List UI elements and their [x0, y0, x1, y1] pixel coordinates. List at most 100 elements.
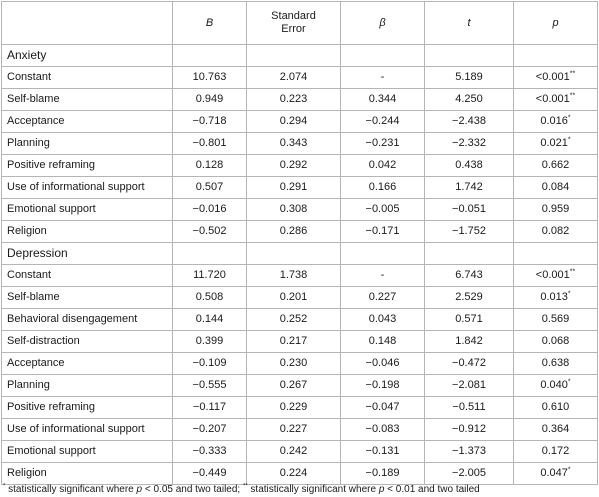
p-value: 0.662: [541, 159, 570, 171]
standard-error-value: 2.074: [246, 66, 341, 89]
b-value: 10.763: [172, 66, 247, 89]
beta-value: 0.344: [340, 88, 425, 111]
section-empty-cell: [172, 242, 247, 265]
beta-value: 0.042: [340, 154, 425, 177]
beta-value: −0.047: [340, 396, 425, 419]
b-value: −0.555: [172, 374, 247, 397]
row-label: Behavioral disengagement: [1, 308, 173, 331]
significance-mark: **: [569, 92, 576, 100]
beta-value: 0.043: [340, 308, 425, 331]
p-value-cell: 0.364: [513, 418, 598, 441]
footnote-p-var-1: p: [136, 484, 143, 495]
t-value: 0.438: [424, 154, 514, 177]
standard-error-value: 0.227: [246, 418, 341, 441]
beta-value: −0.083: [340, 418, 425, 441]
p-value: <0.001: [535, 71, 570, 83]
row-label: Emotional support: [1, 440, 173, 463]
significance-mark: **: [569, 268, 576, 276]
beta-value: −0.189: [340, 462, 425, 485]
table-row: Positive reframing −0.117 0.229 −0.047 −0.51…: [1, 396, 598, 419]
p-value-cell: <0.001**: [513, 264, 598, 287]
table-header: B Standard Error β t p: [1, 1, 598, 45]
b-value: 0.144: [172, 308, 247, 331]
header-row: B Standard Error β t p: [1, 1, 598, 45]
p-value-cell: 0.638: [513, 352, 598, 375]
table-row: Positive reframing 0.128 0.292 0.042 0.438 0.…: [1, 154, 598, 177]
table-row: Religion −0.502 0.286 −0.171 −1.752 0.082: [1, 220, 598, 243]
beta-value: −0.198: [340, 374, 425, 397]
t-value: 0.571: [424, 308, 514, 331]
table-row: Constant 11.720 1.738-6.743 <0.001**: [1, 264, 598, 287]
p-value-cell: 0.569: [513, 308, 598, 331]
t-value: −2.438: [424, 110, 514, 133]
significance-mark: *: [567, 466, 571, 474]
p-value: 0.082: [541, 225, 570, 237]
standard-error-value: 0.217: [246, 330, 341, 353]
row-label: Self-blame: [1, 286, 173, 309]
row-label: Constant: [1, 66, 173, 89]
b-value: 0.128: [172, 154, 247, 177]
p-value-cell: 0.172: [513, 440, 598, 463]
row-label: Planning: [1, 132, 173, 155]
p-value: 0.172: [541, 445, 570, 457]
beta-value: −0.005: [340, 198, 425, 221]
b-value: 0.507: [172, 176, 247, 199]
row-label: Emotional support: [1, 198, 173, 221]
b-value: −0.109: [172, 352, 247, 375]
table-row: Use of informational support −0.207 0.227−…: [1, 418, 598, 441]
section-empty-cell: [172, 44, 247, 67]
significance-mark: *: [567, 114, 571, 122]
b-value: −0.333: [172, 440, 247, 463]
significance-mark: *: [567, 136, 571, 144]
header-standard-error-text: Standard Error: [271, 10, 316, 35]
b-value: 0.949: [172, 88, 247, 111]
standard-error-value: 0.291: [246, 176, 341, 199]
standard-error-value: 0.308: [246, 198, 341, 221]
p-value-cell: 0.013*: [513, 286, 598, 309]
beta-value: −0.131: [340, 440, 425, 463]
standard-error-value: 0.201: [246, 286, 341, 309]
beta-value: 0.148: [340, 330, 425, 353]
p-value-cell: 0.040*: [513, 374, 598, 397]
beta-value: −0.231: [340, 132, 425, 155]
t-value: −0.511: [424, 396, 514, 419]
section-title: Anxiety: [1, 44, 173, 67]
table-row: Religion −0.449 0.224 −0.189 −2.005 0.047*: [1, 462, 598, 485]
table-row: Behavioral disengagement 0.144 0.252 0.043 0…: [1, 308, 598, 331]
row-label: Positive reframing: [1, 396, 173, 419]
p-value: 0.084: [541, 181, 570, 193]
header-standard-error: Standard Error: [246, 1, 341, 45]
significance-mark: **: [569, 70, 576, 78]
t-value: −1.373: [424, 440, 514, 463]
footnote-mark-double: **: [242, 483, 248, 490]
standard-error-value: 0.286: [246, 220, 341, 243]
section-empty-cell: [340, 44, 425, 67]
p-value: 0.016: [540, 115, 568, 127]
section-empty-cell: [246, 242, 341, 265]
p-value: <0.001: [535, 93, 570, 105]
table-row: Acceptance −0.718 0.294 −0.244 −2.438 0.016*: [1, 110, 598, 133]
t-value: 2.529: [424, 286, 514, 309]
standard-error-value: 0.294: [246, 110, 341, 133]
p-value-cell: 0.610: [513, 396, 598, 419]
footnote-text-4: < 0.01 and two tailed: [384, 484, 480, 495]
section-row: Depression: [1, 242, 598, 265]
p-value-cell: 0.084: [513, 176, 598, 199]
footnote-p-var-2: p: [378, 484, 385, 495]
t-value: 1.742: [424, 176, 514, 199]
b-value: −0.502: [172, 220, 247, 243]
row-label: Use of informational support: [1, 176, 173, 199]
b-value: −0.801: [172, 132, 247, 155]
p-value-cell: 0.082: [513, 220, 598, 243]
table-row: Self-blame 0.949 0.223 0.344 4.250 <0.001**: [1, 88, 598, 111]
regression-table: B Standard Error β t p Anxiety Constant 10.…: [1, 1, 598, 485]
t-value: 1.842: [424, 330, 514, 353]
b-value: −0.449: [172, 462, 247, 485]
b-value: 0.399: [172, 330, 247, 353]
significance-mark: *: [567, 290, 571, 298]
b-value: −0.117: [172, 396, 247, 419]
table-row: Constant 10.763 2.074-5.189 <0.001**: [1, 66, 598, 89]
header-p: p: [513, 1, 598, 45]
row-label: Acceptance: [1, 352, 173, 375]
standard-error-value: 0.292: [246, 154, 341, 177]
